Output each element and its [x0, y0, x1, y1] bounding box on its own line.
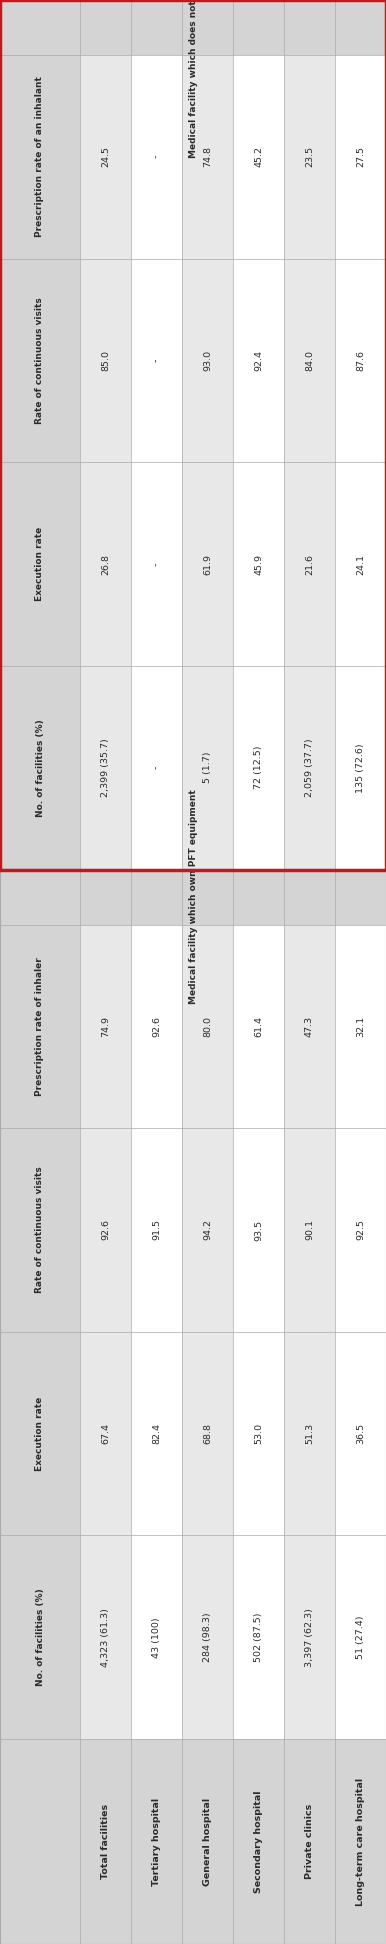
Text: -: - [152, 562, 161, 566]
Bar [233, 0, 284, 1944]
Bar [284, 0, 335, 1944]
Text: 92.5: 92.5 [356, 1219, 365, 1240]
Text: Total facilities: Total facilities [101, 1804, 110, 1880]
Text: Execution rate: Execution rate [36, 527, 44, 601]
Text: Prescription rate of an inhalant: Prescription rate of an inhalant [36, 76, 44, 237]
Bar [0, 0, 80, 1944]
Text: 47.3: 47.3 [305, 1017, 314, 1036]
Bar [0, 0, 386, 869]
Text: 92.6: 92.6 [152, 1017, 161, 1036]
Text: 51.3: 51.3 [305, 1423, 314, 1444]
Text: 36.5: 36.5 [356, 1423, 365, 1444]
Text: 61.9: 61.9 [203, 554, 212, 575]
Text: 93.0: 93.0 [203, 350, 212, 371]
Text: 4,323 (61.3): 4,323 (61.3) [101, 1608, 110, 1666]
Text: Execution rate: Execution rate [36, 1396, 44, 1472]
Text: 91.5: 91.5 [152, 1219, 161, 1240]
Text: 26.8: 26.8 [101, 554, 110, 575]
Bar [131, 0, 182, 1944]
Text: 45.2: 45.2 [254, 146, 263, 167]
Text: -: - [152, 156, 161, 159]
Text: -: - [152, 360, 161, 362]
Text: 74.8: 74.8 [203, 146, 212, 167]
Text: 92.6: 92.6 [101, 1219, 110, 1240]
Text: Medical facility which does not own PFT equipment: Medical facility which does not own PFT … [188, 0, 198, 159]
Text: 68.8: 68.8 [203, 1423, 212, 1444]
Text: 87.6: 87.6 [356, 350, 365, 371]
Text: 92.4: 92.4 [254, 350, 263, 371]
Text: 93.5: 93.5 [254, 1219, 263, 1240]
Text: No. of facilities (%): No. of facilities (%) [36, 1588, 44, 1685]
Text: 27.5: 27.5 [356, 146, 365, 167]
Bar [80, 0, 131, 1944]
Text: Rate of continuous visits: Rate of continuous visits [36, 297, 44, 424]
Text: No. of facilities (%): No. of facilities (%) [36, 719, 44, 816]
Bar [0, 1740, 386, 1944]
Text: 32.1: 32.1 [356, 1017, 365, 1036]
Text: 72 (12.5): 72 (12.5) [254, 746, 263, 789]
Text: Secondary hospital: Secondary hospital [254, 1790, 263, 1893]
Text: -: - [152, 766, 161, 770]
Text: Tertiary hospital: Tertiary hospital [152, 1798, 161, 1886]
Text: 51 (27.4): 51 (27.4) [356, 1615, 365, 1658]
Text: 502 (87.5): 502 (87.5) [254, 1612, 263, 1662]
Text: 43 (100): 43 (100) [152, 1617, 161, 1658]
Text: 24.5: 24.5 [101, 146, 110, 167]
Text: 53.0: 53.0 [254, 1423, 263, 1444]
Text: 94.2: 94.2 [203, 1219, 212, 1240]
Text: 2,059 (37.7): 2,059 (37.7) [305, 739, 314, 797]
Bar [0, 869, 386, 925]
Text: Private clinics: Private clinics [305, 1804, 314, 1880]
Text: 90.1: 90.1 [305, 1219, 314, 1240]
Text: 80.0: 80.0 [203, 1017, 212, 1036]
Text: 67.4: 67.4 [101, 1423, 110, 1444]
Text: 135 (72.6): 135 (72.6) [356, 743, 365, 793]
Text: Medical facility which own PFT equipment: Medical facility which own PFT equipment [188, 789, 198, 1005]
Text: 85.0: 85.0 [101, 350, 110, 371]
Text: 2,399 (35.7): 2,399 (35.7) [101, 739, 110, 797]
Text: 45.9: 45.9 [254, 554, 263, 575]
Text: 3,397 (62.3): 3,397 (62.3) [305, 1608, 314, 1666]
Bar [182, 0, 233, 1944]
Text: 61.4: 61.4 [254, 1017, 263, 1036]
Text: 74.9: 74.9 [101, 1017, 110, 1036]
Text: Prescription rate of inhaler: Prescription rate of inhaler [36, 956, 44, 1096]
Text: 23.5: 23.5 [305, 146, 314, 167]
Text: Long-term care hospital: Long-term care hospital [356, 1777, 365, 1905]
Text: 284 (98.3): 284 (98.3) [203, 1612, 212, 1662]
Text: 84.0: 84.0 [305, 350, 314, 371]
Text: 24.1: 24.1 [356, 554, 365, 575]
Text: General hospital: General hospital [203, 1798, 212, 1886]
Bar [335, 0, 386, 1944]
Text: 21.6: 21.6 [305, 554, 314, 575]
Bar [0, 0, 386, 54]
Text: Rate of continuous visits: Rate of continuous visits [36, 1166, 44, 1293]
Text: 5 (1.7): 5 (1.7) [203, 752, 212, 783]
Text: 82.4: 82.4 [152, 1423, 161, 1444]
